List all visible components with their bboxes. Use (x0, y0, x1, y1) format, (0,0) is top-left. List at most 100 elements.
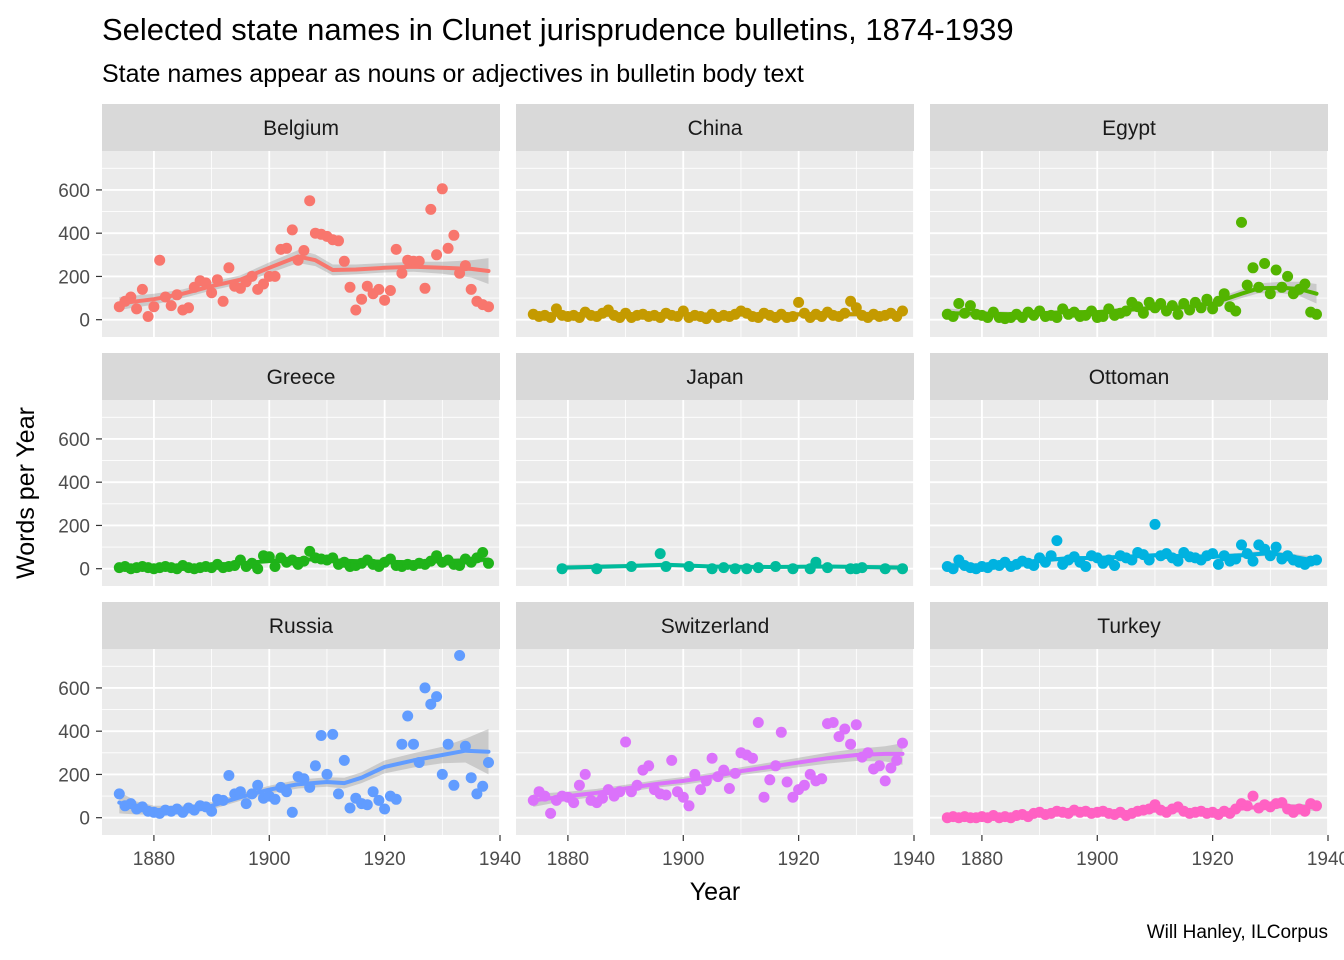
data-point (356, 294, 367, 305)
data-point (655, 548, 666, 559)
x-tick-label: 1920 (1191, 849, 1233, 870)
data-point (385, 285, 396, 296)
data-point (443, 739, 454, 750)
data-point (148, 301, 159, 312)
data-point (799, 780, 810, 791)
data-point (316, 730, 327, 741)
data-point (1080, 561, 1091, 572)
data-point (839, 724, 850, 735)
data-point (241, 798, 252, 809)
data-point (252, 563, 263, 574)
data-point (574, 780, 585, 791)
y-tick-label: 400 (58, 722, 90, 743)
data-point (154, 255, 165, 266)
data-point (880, 775, 891, 786)
data-point (782, 777, 793, 788)
data-point (1236, 217, 1247, 228)
panel-background (516, 400, 914, 586)
data-point (666, 755, 677, 766)
data-point (391, 794, 402, 805)
facet-ottoman: Ottoman (930, 353, 1328, 586)
data-point (568, 797, 579, 808)
data-point (1282, 271, 1293, 282)
data-point (707, 753, 718, 764)
x-tick-label: 1880 (961, 849, 1003, 870)
facet-strip-label: Japan (686, 366, 743, 389)
y-tick-label: 400 (58, 224, 90, 245)
y-tick-label: 0 (79, 809, 90, 830)
data-point (828, 717, 839, 728)
y-tick-label: 600 (58, 430, 90, 451)
facet-switzerland: Switzerland 1880 1900 1920 1940 (516, 602, 935, 870)
data-point (776, 727, 787, 738)
y-tick-label: 0 (79, 311, 90, 332)
trend-line (533, 314, 902, 315)
data-point (379, 295, 390, 306)
data-point (362, 799, 373, 810)
data-point (753, 717, 764, 728)
facet-belgium: Belgium 0 200 400 600 (58, 104, 500, 337)
data-point (137, 284, 148, 295)
data-point (287, 224, 298, 235)
data-point (448, 230, 459, 241)
data-point (166, 300, 177, 311)
data-point (1248, 556, 1259, 567)
facet-strip-label: Turkey (1097, 615, 1161, 638)
data-point (425, 204, 436, 215)
data-point (298, 245, 309, 256)
y-axis-title: Words per Year (12, 407, 40, 579)
x-tick-label: 1940 (1307, 849, 1344, 870)
x-axis-title: Year (690, 878, 741, 906)
data-point (953, 298, 964, 309)
facet-panels: Belgium 0 200 400 600 China Egypt Greece 0 200 400… (58, 104, 1344, 870)
data-point (1248, 791, 1259, 802)
data-point (466, 284, 477, 295)
y-tick-label: 400 (58, 473, 90, 494)
data-point (661, 790, 672, 801)
data-point (218, 296, 229, 307)
data-point (391, 244, 402, 255)
data-point (897, 738, 908, 749)
facet-japan: Japan (516, 353, 914, 586)
data-point (1051, 535, 1062, 546)
data-point (759, 792, 770, 803)
chart-subtitle: State names appear as nouns or adjective… (102, 60, 804, 88)
data-point (270, 794, 281, 805)
facet-strip-label: Ottoman (1089, 366, 1170, 389)
data-point (420, 682, 431, 693)
data-point (443, 243, 454, 254)
data-point (845, 739, 856, 750)
data-point (1271, 265, 1282, 276)
data-point (643, 760, 654, 771)
data-point (396, 739, 407, 750)
data-point (379, 804, 390, 815)
data-point (747, 753, 758, 764)
data-point (448, 780, 459, 791)
facet-russia: Russia02004006001880 1900 1920 1940 (58, 602, 521, 870)
data-point (874, 760, 885, 771)
y-tick-label: 600 (58, 679, 90, 700)
x-tick-label: 1900 (1076, 849, 1118, 870)
data-point (345, 803, 356, 814)
data-point (816, 773, 827, 784)
data-point (545, 808, 556, 819)
data-point (143, 311, 154, 322)
data-point (1259, 258, 1270, 269)
data-point (1230, 306, 1241, 317)
data-point (1173, 309, 1184, 320)
y-tick-label: 200 (58, 765, 90, 786)
data-point (402, 711, 413, 722)
x-tick-label: 1920 (363, 849, 405, 870)
data-point (114, 788, 125, 799)
data-point (281, 243, 292, 254)
data-point (310, 760, 321, 771)
facet-strip-label: Russia (269, 615, 334, 638)
data-point (483, 757, 494, 768)
data-point (270, 271, 281, 282)
data-point (333, 235, 344, 246)
data-point (724, 783, 735, 794)
data-point (322, 769, 333, 780)
data-point (183, 302, 194, 313)
data-point (350, 305, 361, 316)
